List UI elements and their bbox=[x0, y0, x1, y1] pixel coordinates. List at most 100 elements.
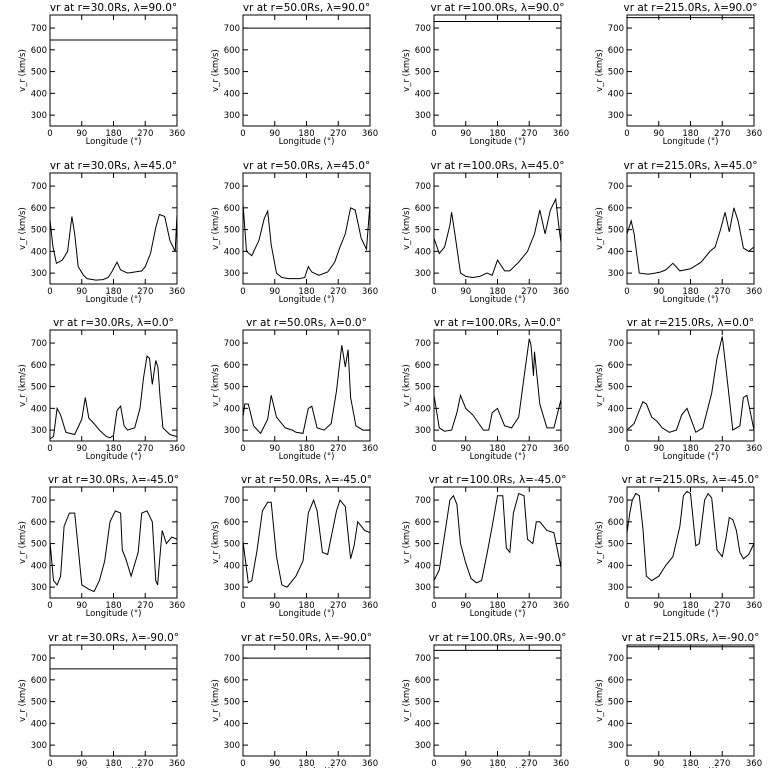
x-tick-label: 360 bbox=[362, 601, 378, 611]
x-tick-label: 270 bbox=[521, 287, 537, 297]
x-tick-label: 360 bbox=[362, 287, 378, 297]
y-axis-label: v_r (km/s) bbox=[18, 364, 28, 407]
y-tick-label: 400 bbox=[31, 561, 47, 571]
x-tick-label: 0 bbox=[624, 287, 629, 297]
y-tick-label: 400 bbox=[224, 719, 240, 729]
x-tick-label: 90 bbox=[269, 444, 280, 454]
plot-frame bbox=[433, 644, 562, 757]
y-tick-label: 700 bbox=[224, 654, 240, 664]
y-tick-label: 600 bbox=[224, 361, 240, 371]
y-tick-label: 400 bbox=[224, 247, 240, 257]
y-tick-label: 300 bbox=[415, 583, 431, 593]
panel-title: vr at r=50.0Rs, λ=0.0° bbox=[246, 317, 367, 329]
x-tick-label: 0 bbox=[240, 129, 245, 139]
x-tick-label: 270 bbox=[137, 444, 153, 454]
series-line bbox=[50, 510, 177, 593]
y-axis-label: v_r (km/s) bbox=[402, 679, 412, 722]
panel-title: vr at r=100.0Rs, λ=45.0° bbox=[430, 160, 564, 172]
x-tick-label: 90 bbox=[460, 444, 471, 454]
x-tick-label: 360 bbox=[169, 759, 185, 768]
x-tick-label: 360 bbox=[553, 759, 569, 768]
y-tick-label: 700 bbox=[415, 496, 431, 506]
x-tick-label: 180 bbox=[489, 444, 505, 454]
panel-title: vr at r=100.0Rs, λ=90.0° bbox=[430, 2, 564, 14]
y-tick-label: 300 bbox=[415, 426, 431, 436]
x-axis-label: Longitude (°) bbox=[86, 295, 142, 305]
series-line bbox=[243, 498, 370, 588]
x-tick-label: 180 bbox=[489, 601, 505, 611]
x-tick-label: 180 bbox=[298, 444, 314, 454]
x-tick-label: 90 bbox=[269, 129, 280, 139]
y-tick-label: 400 bbox=[415, 404, 431, 414]
panel-title: vr at r=30.0Rs, λ=-90.0° bbox=[48, 632, 179, 644]
x-tick-label: 90 bbox=[653, 129, 664, 139]
series-line bbox=[627, 207, 754, 275]
series-line bbox=[50, 355, 177, 440]
x-tick-label: 90 bbox=[76, 444, 87, 454]
x-tick-label: 0 bbox=[624, 444, 629, 454]
y-tick-label: 700 bbox=[608, 654, 624, 664]
x-tick-label: 180 bbox=[298, 759, 314, 768]
x-axis-label: Longitude (°) bbox=[663, 295, 719, 305]
x-axis-label: Longitude (°) bbox=[279, 137, 335, 147]
series-line bbox=[50, 213, 177, 281]
x-tick-label: 0 bbox=[47, 601, 52, 611]
series-line bbox=[434, 338, 561, 432]
x-tick-label: 270 bbox=[714, 759, 730, 768]
panel-title: vr at r=30.0Rs, λ=45.0° bbox=[50, 160, 177, 172]
x-axis-label: Longitude (°) bbox=[470, 609, 526, 619]
y-tick-label: 400 bbox=[31, 89, 47, 99]
x-tick-label: 0 bbox=[624, 601, 629, 611]
panel-3-3: 0 90 180 270 360 300 400 500 600 700 vr at r=215.0… bbox=[595, 474, 762, 619]
y-axis-label: v_r (km/s) bbox=[402, 207, 412, 250]
plot-frame bbox=[626, 329, 755, 442]
y-tick-label: 500 bbox=[415, 383, 431, 393]
y-tick-label: 600 bbox=[31, 361, 47, 371]
x-axis-label: Longitude (°) bbox=[470, 295, 526, 305]
x-tick-label: 90 bbox=[76, 759, 87, 768]
x-tick-label: 0 bbox=[240, 759, 245, 768]
y-tick-label: 500 bbox=[608, 383, 624, 393]
y-tick-label: 500 bbox=[31, 698, 47, 708]
y-tick-label: 500 bbox=[31, 383, 47, 393]
y-tick-label: 700 bbox=[415, 24, 431, 34]
x-tick-label: 360 bbox=[746, 601, 762, 611]
x-tick-label: 270 bbox=[714, 601, 730, 611]
y-axis-label: v_r (km/s) bbox=[18, 521, 28, 564]
x-tick-label: 90 bbox=[460, 601, 471, 611]
plot-frame bbox=[626, 172, 755, 285]
y-tick-label: 300 bbox=[224, 583, 240, 593]
x-tick-label: 360 bbox=[362, 759, 378, 768]
y-tick-label: 500 bbox=[608, 226, 624, 236]
y-tick-label: 700 bbox=[31, 496, 47, 506]
plot-frame bbox=[49, 14, 178, 127]
y-tick-label: 300 bbox=[415, 111, 431, 121]
y-tick-label: 400 bbox=[224, 404, 240, 414]
x-tick-label: 270 bbox=[137, 601, 153, 611]
y-axis-label: v_r (km/s) bbox=[18, 679, 28, 722]
x-tick-label: 0 bbox=[47, 129, 52, 139]
y-tick-label: 400 bbox=[608, 404, 624, 414]
x-tick-label: 360 bbox=[746, 759, 762, 768]
y-tick-label: 700 bbox=[224, 339, 240, 349]
panel-0-3: 0 90 180 270 360 300 400 500 600 700 vr at r=215.0… bbox=[595, 2, 762, 147]
y-tick-label: 600 bbox=[415, 676, 431, 686]
y-tick-label: 600 bbox=[31, 518, 47, 528]
panel-title: vr at r=215.0Rs, λ=45.0° bbox=[623, 160, 757, 172]
plot-frame bbox=[433, 14, 562, 127]
x-tick-label: 180 bbox=[489, 287, 505, 297]
y-tick-label: 600 bbox=[224, 676, 240, 686]
y-tick-label: 500 bbox=[415, 540, 431, 550]
y-axis-label: v_r (km/s) bbox=[211, 679, 221, 722]
x-tick-label: 270 bbox=[137, 287, 153, 297]
y-tick-label: 700 bbox=[608, 182, 624, 192]
y-tick-label: 600 bbox=[31, 676, 47, 686]
x-tick-label: 90 bbox=[76, 129, 87, 139]
x-tick-label: 90 bbox=[460, 129, 471, 139]
y-tick-label: 300 bbox=[31, 583, 47, 593]
x-tick-label: 180 bbox=[105, 444, 121, 454]
plot-frame bbox=[626, 486, 755, 599]
